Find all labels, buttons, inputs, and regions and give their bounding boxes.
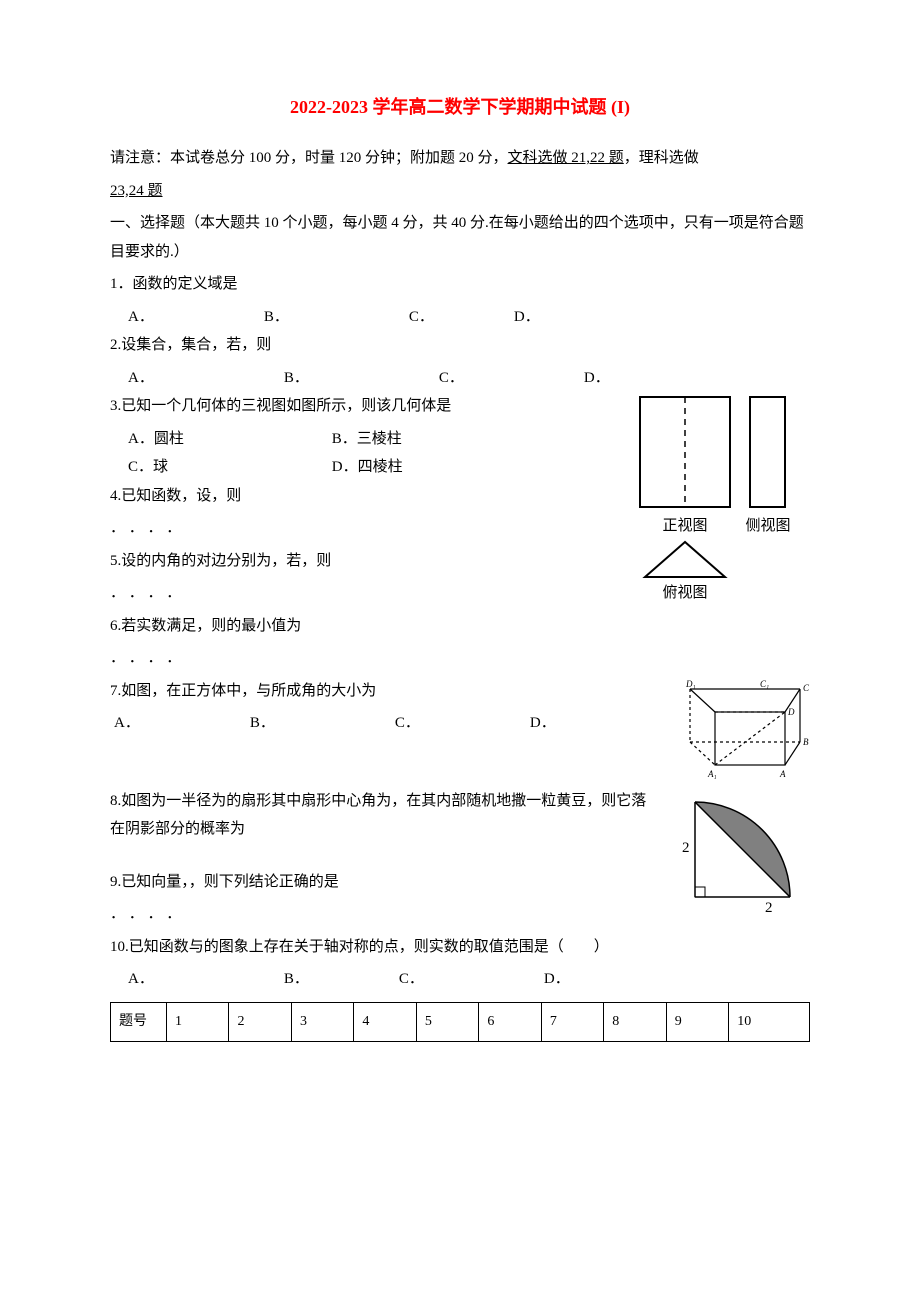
table-cell: 2 [229, 1002, 291, 1042]
section-1-intro: 一、选择题（本大题共 10 个小题，每小题 4 分，共 40 分.在每小题给出的… [110, 209, 810, 266]
q5-text: 5.设的内角的对边分别为，若，则 [110, 547, 620, 576]
q3-opt-a: A．圆柱 [128, 425, 328, 454]
q3-options-row2: C．球 D．四棱柱 [128, 453, 620, 482]
sector-figure: 2 2 [660, 787, 810, 917]
q9-options: ． ． ． ． [110, 900, 660, 929]
svg-text:A₁: A₁ [707, 769, 717, 779]
q2-options: A． B． C． D． [128, 364, 810, 393]
table-cell: 7 [541, 1002, 603, 1042]
q2-opt-d: D． [584, 364, 610, 393]
notice-mid: ，理科选做 [624, 150, 699, 166]
q6-text: 6.若实数满足，则的最小值为 [110, 612, 810, 641]
q3-opt-c: C．球 [128, 453, 328, 482]
q10-opt-b: B． [284, 965, 309, 994]
cube-figure: D₁ C₁ C D B A₁ A [670, 677, 810, 787]
q2-text: 2.设集合，集合，若，则 [110, 331, 810, 360]
svg-text:B: B [803, 737, 809, 747]
q1-opt-d: D． [514, 303, 540, 332]
q10-opt-a: A． [128, 965, 154, 994]
q10-opt-d: D． [544, 965, 570, 994]
table-cell: 1 [167, 1002, 229, 1042]
q9-text: 9.已知向量，，则下列结论正确的是 [110, 868, 660, 897]
q7-opt-b: B． [250, 709, 275, 738]
q1-opt-a: A． [128, 303, 154, 332]
q7-opt-a: A． [114, 709, 140, 738]
q2-opt-b: B． [284, 364, 309, 393]
table-cell: 8 [604, 1002, 666, 1042]
table-cell: 4 [354, 1002, 416, 1042]
q1-opt-b: B． [264, 303, 289, 332]
table-cell: 9 [666, 1002, 728, 1042]
q8-text: 8.如图为一半径为的扇形其中扇形中心角为，在其内部随机地撒一粒黄豆，则它落在阴影… [110, 787, 660, 844]
q3-opt-b: B．三棱柱 [332, 431, 402, 447]
notice-line-2: 23,24 题 [110, 177, 810, 206]
front-view-label: 正视图 [662, 517, 707, 534]
notice-prefix: 请注意：本试卷总分 100 分，时量 120 分钟；附加题 20 分， [110, 150, 508, 166]
notice-underlined: 文科选做 21,22 题 [508, 150, 624, 166]
q5-options: ． ． ． ． [110, 579, 620, 608]
table-row: 题号 1 2 3 4 5 6 7 8 9 10 [111, 1002, 810, 1042]
svg-text:C₁: C₁ [760, 679, 769, 689]
q10-opt-c: C． [399, 965, 424, 994]
top-view-label: 俯视图 [662, 584, 707, 601]
svg-text:C: C [803, 683, 810, 693]
exam-title: 2022-2023 学年高二数学下学期期中试题 (I) [110, 90, 810, 124]
q3-opt-d: D．四棱柱 [332, 459, 403, 475]
q1-opt-c: C． [409, 303, 434, 332]
svg-text:A: A [779, 769, 786, 779]
answer-table: 题号 1 2 3 4 5 6 7 8 9 10 [110, 1002, 810, 1043]
q2-opt-a: A． [128, 364, 154, 393]
three-view-figure: 正视图 侧视图 俯视图 [620, 392, 810, 602]
q3-text: 3.已知一个几何体的三视图如图所示，则该几何体是 [110, 392, 620, 421]
table-cell: 10 [729, 1002, 810, 1042]
q10-text: 10.已知函数与的图象上存在关于轴对称的点，则实数的取值范围是（ ） [110, 933, 810, 962]
svg-text:D: D [787, 707, 795, 717]
q7-opt-c: C． [395, 709, 420, 738]
q2-opt-c: C． [439, 364, 464, 393]
notice-line-1: 请注意：本试卷总分 100 分，时量 120 分钟；附加题 20 分，文科选做 … [110, 144, 810, 173]
sector-radius-h: 2 [765, 900, 773, 916]
q3-options-row1: A．圆柱 B．三棱柱 [128, 425, 620, 454]
q10-options: A． B． C． D． [128, 965, 810, 994]
q7-options: A． B． C． D． [114, 709, 670, 738]
table-cell: 3 [291, 1002, 353, 1042]
sector-radius-v: 2 [682, 840, 690, 856]
q1-text: 1．函数的定义域是 [110, 270, 810, 299]
q4-options: ． ． ． ． [110, 514, 620, 543]
q4-text: 4.已知函数，设，则 [110, 482, 620, 511]
q1-options: A． B． C． D． [128, 303, 810, 332]
side-view-label: 侧视图 [745, 517, 790, 534]
table-header: 题号 [111, 1002, 167, 1042]
table-cell: 5 [416, 1002, 478, 1042]
q7-opt-d: D． [530, 709, 556, 738]
q6-options: ． ． ． ． [110, 644, 810, 673]
table-cell: 6 [479, 1002, 541, 1042]
svg-text:D₁: D₁ [685, 679, 696, 689]
q7-text: 7.如图，在正方体中，与所成角的大小为 [110, 677, 670, 706]
